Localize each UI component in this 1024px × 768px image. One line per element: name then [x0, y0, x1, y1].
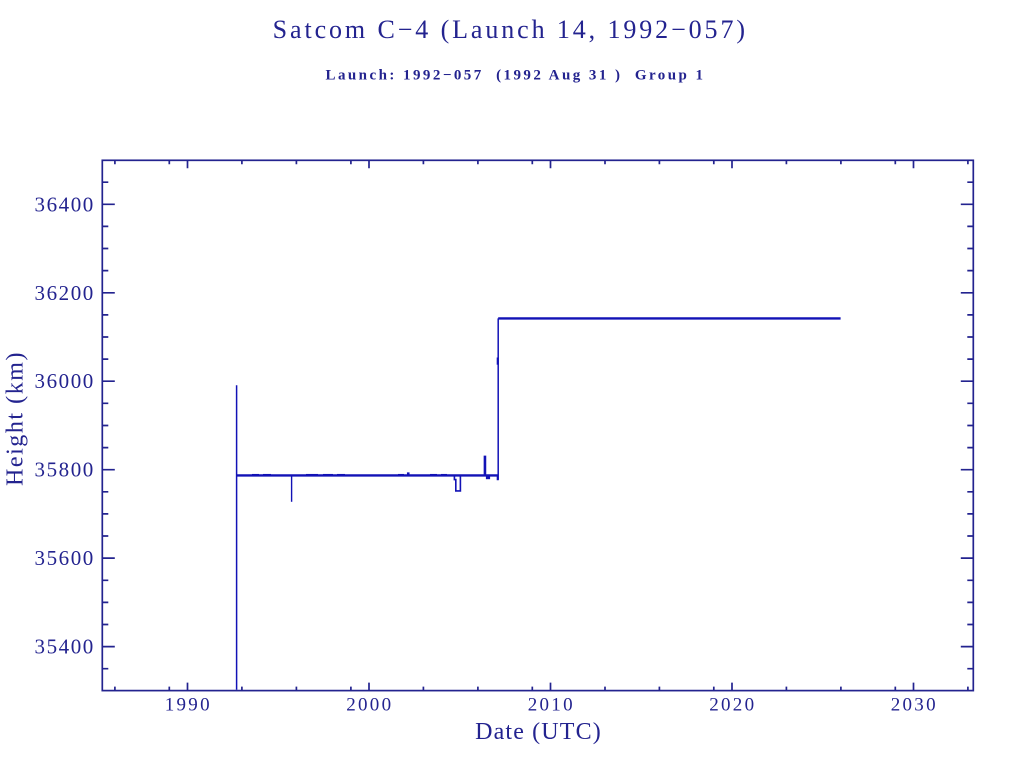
svg-text:35600: 35600: [35, 546, 95, 570]
svg-text:2030: 2030: [891, 695, 938, 716]
svg-text:36200: 36200: [35, 281, 95, 305]
svg-text:1990: 1990: [165, 695, 212, 716]
svg-text:Date (UTC): Date (UTC): [475, 719, 602, 745]
svg-text:35800: 35800: [35, 458, 95, 482]
svg-text:Satcom C−4 (Launch 14, 1992−05: Satcom C−4 (Launch 14, 1992−057): [273, 15, 748, 44]
svg-text:2000: 2000: [346, 695, 393, 716]
svg-text:36400: 36400: [35, 192, 95, 216]
svg-text:Launch: 1992−057 (1992 Aug 31: Launch: 1992−057 (1992 Aug 31 ) Group 1: [325, 68, 705, 84]
svg-text:2020: 2020: [709, 695, 756, 716]
svg-text:Height (km): Height (km): [3, 351, 29, 486]
svg-text:36000: 36000: [35, 369, 95, 393]
svg-text:2010: 2010: [528, 695, 575, 716]
svg-text:35400: 35400: [35, 635, 95, 659]
